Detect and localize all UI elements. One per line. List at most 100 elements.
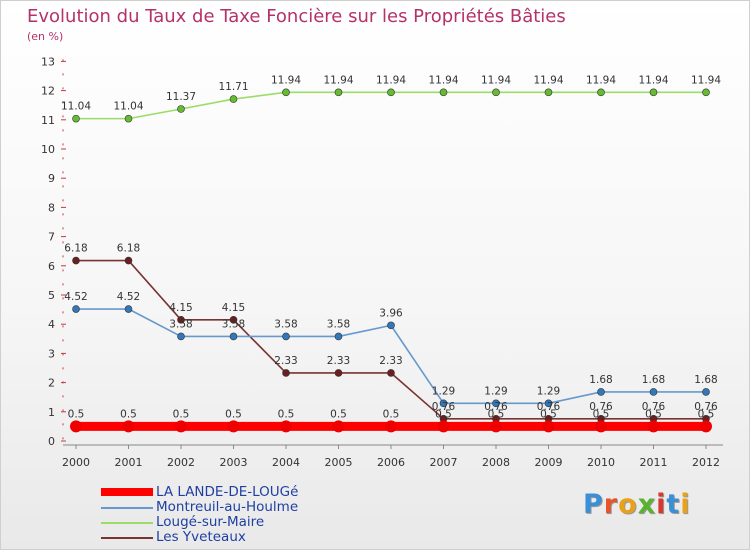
- legend-swatch: [101, 507, 153, 509]
- x-tick-label: 2010: [587, 456, 615, 469]
- data-label: 4.15: [222, 302, 245, 314]
- data-point: [542, 420, 555, 433]
- data-label: 1.68: [694, 374, 717, 386]
- legend-swatch: [101, 488, 153, 496]
- data-label: 0.5: [645, 408, 662, 420]
- data-point: [439, 88, 448, 97]
- chart-points: [70, 88, 712, 433]
- data-label: 0.5: [593, 408, 610, 420]
- data-label: 0.5: [330, 408, 347, 420]
- chart-data-labels: 11.04 11.04 11.37 11.71 11.94 11.94 11.94 11.94…: [61, 74, 721, 420]
- x-tick-label: 2000: [62, 456, 90, 469]
- data-label: 0.76: [484, 401, 508, 413]
- data-point: [387, 88, 395, 97]
- data-point: [229, 332, 238, 341]
- data-point: [72, 256, 80, 265]
- y-tick-label: 1: [48, 406, 55, 419]
- data-point: [177, 316, 185, 324]
- data-point: [175, 420, 187, 433]
- data-label: 3.58: [222, 318, 245, 330]
- data-point: [124, 114, 133, 123]
- x-tick-label: 2008: [482, 456, 510, 469]
- data-point: [597, 388, 605, 396]
- data-label: 1.29: [484, 385, 507, 397]
- y-tick-label: 13: [41, 55, 55, 68]
- logo-letter: i: [656, 489, 667, 520]
- data-label: 11.37: [166, 91, 196, 103]
- data-label: 4.15: [169, 302, 192, 314]
- data-point: [387, 369, 395, 377]
- data-label: 11.94: [533, 74, 563, 86]
- data-point: [492, 399, 500, 408]
- data-label: 6.18: [64, 243, 87, 255]
- data-label: 11.94: [481, 74, 511, 86]
- data-label: 1.68: [589, 374, 612, 386]
- data-label: 1.29: [432, 385, 455, 397]
- data-label: 0.76: [432, 401, 456, 413]
- data-point: [334, 88, 343, 97]
- legend-label: Les Yveteaux: [156, 529, 246, 545]
- data-point: [702, 88, 710, 97]
- y-tick-label: 5: [48, 289, 55, 302]
- data-label: 11.94: [691, 74, 721, 86]
- data-label: 0.5: [120, 408, 137, 420]
- data-label: 0.5: [225, 408, 242, 420]
- data-label: 3.58: [327, 318, 350, 330]
- data-point: [702, 388, 710, 396]
- data-label: 2.33: [379, 355, 402, 367]
- data-label: 0.76: [589, 401, 613, 413]
- data-label: 2.33: [274, 355, 297, 367]
- data-point: [597, 88, 605, 97]
- y-tick-label: 4: [48, 318, 55, 331]
- data-point: [227, 420, 240, 433]
- data-point: [649, 388, 658, 396]
- logo-letter: r: [603, 489, 619, 520]
- x-tick-label: 2009: [535, 456, 563, 469]
- x-tick-label: 2004: [272, 456, 300, 469]
- data-point: [229, 95, 238, 103]
- data-label: 0.5: [278, 408, 295, 420]
- data-point: [544, 88, 553, 97]
- x-tick-label: 2007: [430, 456, 458, 469]
- data-label: 1.29: [537, 385, 560, 397]
- data-label: 11.04: [113, 101, 143, 113]
- data-point: [282, 369, 290, 377]
- data-point: [544, 399, 553, 408]
- data-label: 0.76: [642, 401, 666, 413]
- data-label: 3.58: [274, 318, 297, 330]
- data-point: [72, 305, 80, 313]
- series-line: [76, 259, 706, 420]
- x-tick-label: 2011: [640, 456, 668, 469]
- y-tick-label: 9: [48, 172, 55, 185]
- data-point: [124, 305, 133, 313]
- x-tick-label: 2003: [220, 456, 248, 469]
- data-label: 0.76: [537, 401, 561, 413]
- data-label: 0.76: [694, 401, 718, 413]
- data-point: [439, 399, 448, 408]
- data-label: 6.18: [117, 243, 140, 255]
- legend-swatch: [101, 537, 153, 539]
- data-point: [177, 332, 185, 341]
- logo-letter: t: [666, 489, 681, 520]
- legend-label: Lougé-sur-Maire: [156, 514, 265, 530]
- data-point: [229, 316, 238, 324]
- data-point: [647, 420, 660, 433]
- data-point: [124, 256, 133, 265]
- logo-letter: x: [637, 489, 657, 520]
- y-tick-label: 2: [48, 377, 55, 390]
- x-tick-label: 2001: [115, 456, 143, 469]
- data-label: 11.94: [586, 74, 616, 86]
- data-point: [280, 420, 292, 433]
- logo-letter: i: [680, 489, 691, 520]
- data-label: 0.5: [698, 408, 715, 420]
- x-tick-label: 2005: [325, 456, 353, 469]
- data-point: [282, 332, 290, 341]
- data-point: [70, 420, 82, 433]
- data-label: 11.94: [323, 74, 353, 86]
- data-label: 1.68: [642, 374, 665, 386]
- data-label: 11.04: [61, 101, 91, 113]
- data-label: 11.71: [218, 81, 248, 93]
- data-point: [385, 420, 397, 433]
- data-point: [72, 114, 80, 123]
